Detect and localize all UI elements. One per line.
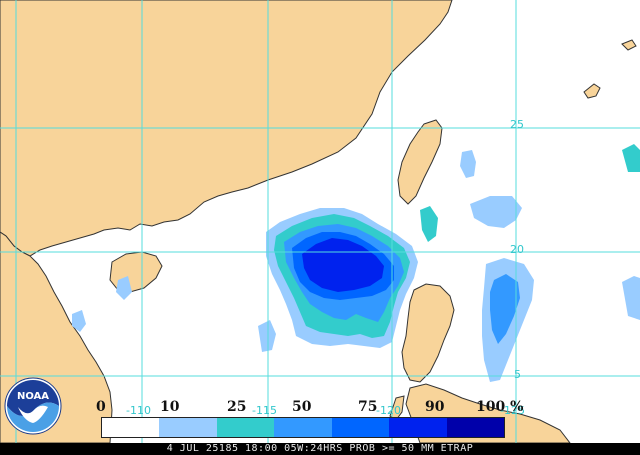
legend-label-90: 90: [425, 399, 445, 415]
legend-swatch-100: [446, 418, 504, 437]
prob-taiwan-e: [460, 150, 476, 178]
lat-label-5: 5: [514, 368, 521, 381]
land-taiwan: [397, 119, 443, 205]
legend-swatch-90: [389, 418, 447, 437]
lon-label-125: -125: [500, 404, 525, 417]
noaa-logo: NOAA: [4, 377, 62, 435]
land-palawan: [389, 395, 405, 421]
land-luzon: [401, 283, 455, 383]
legend-swatch-50: [274, 418, 332, 437]
prob-far-e2: [622, 276, 640, 320]
legend-label-50: 50: [292, 399, 312, 415]
legend-label-100: 100 %: [476, 399, 524, 415]
legend-label-0: 0: [96, 399, 106, 415]
lon-label-120: -120: [376, 404, 401, 417]
lon-label-110: -110: [126, 404, 151, 417]
lon-label-115: -115: [252, 404, 277, 417]
prob-east-50: [490, 274, 520, 344]
prob-ne-10: [470, 196, 522, 228]
footer-caption: 4 JUL 25185 18:00 05W:24HRS PROB >= 50 M…: [0, 443, 640, 455]
legend-label-25: 25: [227, 399, 247, 415]
legend-swatch-0: [102, 418, 160, 437]
legend-label-75: 75: [358, 399, 378, 415]
prob-far-e: [622, 144, 640, 172]
lat-label-20: 20: [510, 243, 524, 256]
legend-color-bar: [101, 417, 505, 438]
noaa-logo-text: NOAA: [17, 391, 49, 402]
map-frame: 25 20 5 -110 -115 -120 -125: [0, 0, 640, 443]
legend-label-10: 10: [160, 399, 180, 415]
legend-swatch-10: [159, 418, 217, 437]
lat-lon-grid: [0, 0, 640, 443]
prob-luzon-w: [420, 206, 438, 242]
legend-swatch-75: [331, 418, 390, 437]
map-canvas: [0, 0, 640, 443]
prob-sw: [258, 320, 276, 352]
lat-label-25: 25: [510, 118, 524, 131]
legend-swatch-25: [216, 418, 275, 437]
land-ryukyu: [583, 39, 637, 99]
prob-gulf: [72, 276, 132, 332]
